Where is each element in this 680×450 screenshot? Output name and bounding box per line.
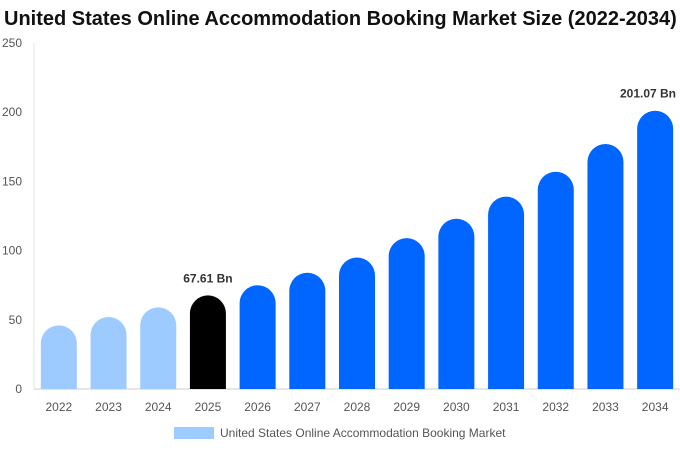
bar-2026 xyxy=(239,285,276,389)
bar-2023 xyxy=(90,317,127,389)
legend-label: United States Online Accommodation Booki… xyxy=(220,426,506,440)
x-tick-label: 2030 xyxy=(443,400,470,414)
bar-2034 xyxy=(637,110,674,389)
chart-title: United States Online Accommodation Booki… xyxy=(4,8,677,30)
x-tick-label: 2023 xyxy=(95,400,122,414)
bar-2031 xyxy=(488,196,525,389)
x-tick-label: 2032 xyxy=(542,400,569,414)
x-tick-label: 2022 xyxy=(45,400,72,414)
y-tick-label: 100 xyxy=(2,244,22,258)
bar-2027 xyxy=(289,272,326,389)
bar-2030 xyxy=(438,218,475,389)
bar-2028 xyxy=(339,257,375,389)
bar-2022 xyxy=(40,325,77,389)
bars xyxy=(40,110,674,389)
x-tick-label: 2027 xyxy=(294,400,321,414)
y-tick-label: 50 xyxy=(9,313,23,327)
data-label: 67.61 Bn xyxy=(183,271,232,285)
y-tick-label: 150 xyxy=(2,174,22,188)
data-labels: 67.61 Bn 201.07 Bn xyxy=(183,87,676,286)
bar-2033 xyxy=(587,144,624,389)
x-tick-label: 2025 xyxy=(195,400,222,414)
x-axis-ticks: 2022 2023 2024 2025 2026 2027 2028 2029 2030 2031… xyxy=(45,400,668,414)
x-tick-label: 2026 xyxy=(244,400,271,414)
y-tick-label: 200 xyxy=(2,105,22,119)
bar-2025 xyxy=(189,295,226,389)
x-tick-label: 2031 xyxy=(493,400,520,414)
x-tick-label: 2028 xyxy=(344,400,371,414)
y-tick-label: 250 xyxy=(2,36,22,50)
legend-swatch xyxy=(174,427,214,439)
x-tick-label: 2033 xyxy=(592,400,619,414)
bar-2032 xyxy=(537,171,574,389)
legend: United States Online Accommodation Booki… xyxy=(174,426,505,440)
x-tick-label: 2024 xyxy=(145,400,172,414)
y-axis-ticks: 0 50 100 150 200 250 xyxy=(2,36,22,396)
y-tick-label: 0 xyxy=(15,382,22,396)
x-tick-label: 2029 xyxy=(393,400,420,414)
data-label: 201.07 Bn xyxy=(620,87,676,101)
bar-2024 xyxy=(140,307,177,389)
bar-2029 xyxy=(388,238,425,389)
x-tick-label: 2034 xyxy=(642,400,669,414)
